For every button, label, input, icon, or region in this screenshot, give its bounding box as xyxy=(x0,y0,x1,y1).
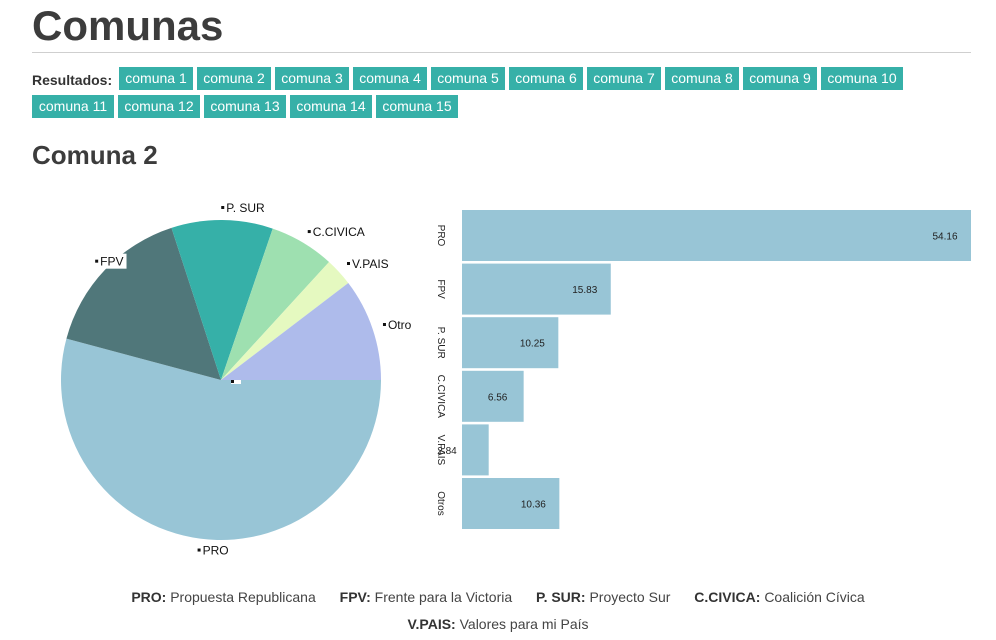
pie-slice-pro xyxy=(61,338,382,540)
pie-label-bg xyxy=(94,253,127,269)
comuna-link-3[interactable]: comuna 3 xyxy=(275,67,349,90)
pie-slice-p-sur xyxy=(171,220,273,380)
comuna-link-7[interactable]: comuna 7 xyxy=(587,67,661,90)
bar-value-label: 10.25 xyxy=(520,339,545,350)
legend-name: Frente para la Victoria xyxy=(374,589,513,605)
comuna-link-6[interactable]: comuna 6 xyxy=(509,67,583,90)
pie-label-v-pais: V.PAIS xyxy=(345,256,392,272)
bar-value-label: 54.16 xyxy=(932,232,957,243)
pie-slice-v-pais xyxy=(221,261,349,380)
pie-label-bg xyxy=(345,256,392,272)
pie-label-bg xyxy=(306,224,368,240)
legend-abbr: V.PAIS: xyxy=(407,616,456,632)
bar-pro xyxy=(462,210,971,261)
bar-value-label: 6.56 xyxy=(488,392,508,403)
pie-label-bg xyxy=(381,317,415,333)
comuna-link-10[interactable]: comuna 10 xyxy=(821,67,903,90)
comuna-link-12[interactable]: comuna 12 xyxy=(118,95,200,118)
legend-name: Valores para mi País xyxy=(459,616,589,632)
bar-p-sur xyxy=(462,317,559,369)
pie-label-otro: Otro xyxy=(381,317,415,333)
legend-item-vpais: V.PAIS: Valores para mi País xyxy=(407,611,588,638)
bar-value-label: 10.36 xyxy=(521,500,546,511)
pie-label-text: C.CIVICA xyxy=(313,225,365,239)
comuna-link-2[interactable]: comuna 2 xyxy=(197,67,271,90)
comuna-link-11[interactable]: comuna 11 xyxy=(32,95,114,118)
pie-label-p-sur: P. SUR xyxy=(220,200,268,216)
pie-center-mark xyxy=(231,380,241,384)
bar-category-label: PRO xyxy=(435,225,446,247)
pie-label-text: PRO xyxy=(203,544,229,558)
legend-item-pro: PRO: Propuesta Republicana xyxy=(131,584,315,611)
comuna-link-9[interactable]: comuna 9 xyxy=(743,67,817,90)
comuna-link-13[interactable]: comuna 13 xyxy=(204,95,286,118)
legend-abbr: P. SUR: xyxy=(536,589,586,605)
legend-item-fpv: FPV: Frente para la Victoria xyxy=(340,584,513,611)
pie-label-bg xyxy=(220,200,268,216)
section-title: Comuna 2 xyxy=(32,140,158,170)
pie-slice-fpv xyxy=(66,227,221,380)
bar-category-label: C.CIVICA xyxy=(435,375,446,419)
comuna-link-4[interactable]: comuna 4 xyxy=(353,67,427,90)
pie-label-marker xyxy=(221,206,225,210)
bar-category-label: FPV xyxy=(435,279,446,299)
pie-label-marker xyxy=(307,230,311,234)
pie-label-marker xyxy=(382,323,386,327)
pie-label-c-civica: C.CIVICA xyxy=(306,224,368,240)
pie-label-pro: PRO xyxy=(196,542,232,558)
comuna-link-1[interactable]: comuna 1 xyxy=(119,67,193,90)
comuna-link-14[interactable]: comuna 14 xyxy=(290,95,372,118)
pie-label-text: V.PAIS xyxy=(352,257,389,271)
bar-value-label: 15.83 xyxy=(572,285,597,296)
pie-chart: PRO FPV P. SUR C.CIVICA V.PAIS Otro xyxy=(61,200,415,558)
comuna-link-8[interactable]: comuna 8 xyxy=(665,67,739,90)
page-title: Comunas xyxy=(32,2,224,49)
legend-abbr: C.CIVICA: xyxy=(694,589,761,605)
party-legend: PRO: Propuesta Republicana FPV: Frente p… xyxy=(0,584,996,638)
pie-label-text: P. SUR xyxy=(226,201,265,215)
bar-fpv xyxy=(462,263,611,315)
pie-label-text: Otro xyxy=(388,318,412,332)
pie-slice-otro xyxy=(221,283,381,380)
comuna-link-15[interactable]: comuna 15 xyxy=(376,95,458,118)
bar-otros xyxy=(462,478,560,529)
legend-name: Propuesta Republicana xyxy=(170,589,316,605)
bar-v-pais xyxy=(462,424,489,476)
bar-c-civica xyxy=(462,370,524,422)
pie-label-marker xyxy=(197,548,201,552)
legend-name: Coalición Cívica xyxy=(764,589,865,605)
pie-center-dot xyxy=(231,380,234,383)
legend-name: Proyecto Sur xyxy=(589,589,671,605)
bar-chart: PRO 54.16 FPV 15.83 P. SUR 10.25 C.CIVICA 6.56 V… xyxy=(435,210,971,529)
bar-category-label: Otros xyxy=(435,491,446,515)
pie-label-bg xyxy=(196,542,232,558)
legend-abbr: FPV: xyxy=(339,589,371,605)
legend-item-psur: P. SUR: Proyecto Sur xyxy=(536,584,670,611)
legend-item-ccivica: C.CIVICA: Coalición Cívica xyxy=(694,584,864,611)
pie-label-marker xyxy=(346,262,350,266)
bar-value-label: 2.84 xyxy=(437,446,457,457)
pie-label-marker xyxy=(95,259,99,263)
bar-category-label: P. SUR xyxy=(435,327,446,359)
results-label: Resultados: xyxy=(32,72,113,88)
title-divider xyxy=(32,52,971,53)
legend-abbr: PRO: xyxy=(131,589,167,605)
bar-category-label: V.PAIS xyxy=(435,435,446,466)
pie-label-text: FPV xyxy=(100,255,123,269)
pie-label-fpv: FPV xyxy=(94,253,127,269)
pie-slice-c-civica xyxy=(221,228,330,380)
comuna-link-5[interactable]: comuna 5 xyxy=(431,67,505,90)
